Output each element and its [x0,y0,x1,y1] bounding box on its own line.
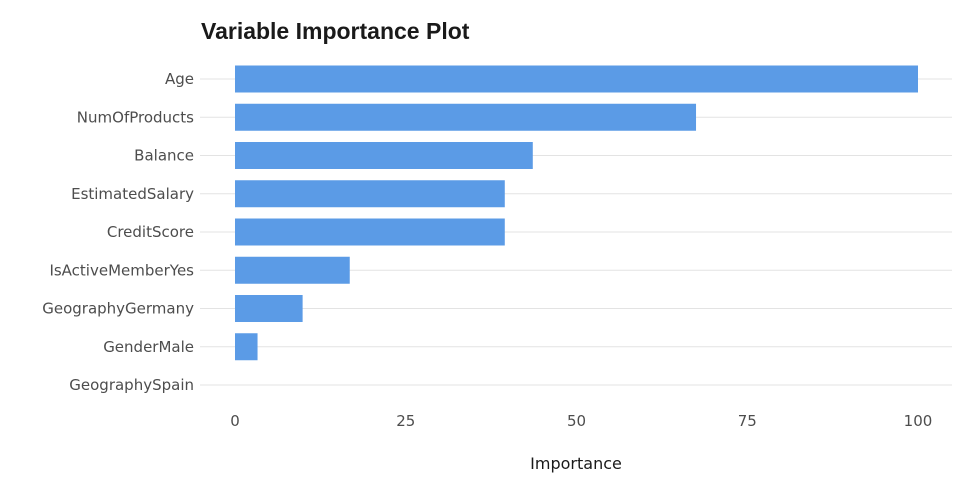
x-tick-label-75: 75 [738,412,757,430]
chart-title: Variable Importance Plot [201,18,470,44]
x-tick-label-25: 25 [396,412,415,430]
x-axis-tick-labels: 0 25 50 75 100 [230,412,932,430]
y-axis-tick-labels: Age NumOfProducts Balance EstimatedSalary Cr… [42,70,194,394]
bar-isactivememberyes [235,256,350,284]
x-tick-label-100: 100 [904,412,933,430]
x-axis-title: Importance [530,454,622,473]
bars [235,65,918,361]
y-tick-label-age: Age [165,70,194,88]
bar-estimatedsalary [235,180,505,208]
bar-geographygermany [235,295,303,322]
bar-numofproducts [235,103,697,131]
bar-age [235,65,918,93]
bar-balance [235,142,533,169]
y-tick-label-creditscore: CreditScore [107,223,194,241]
bar-creditscore [235,218,505,246]
y-tick-label-numofproducts: NumOfProducts [77,108,194,126]
y-tick-label-isactivememberyes: IsActiveMemberYes [49,261,194,279]
x-tick-label-0: 0 [230,412,240,430]
y-tick-label-gendermale: GenderMale [103,338,194,356]
bar-gendermale [235,333,258,361]
x-tick-label-50: 50 [567,412,586,430]
y-tick-label-balance: Balance [134,147,194,165]
y-tick-label-geographyspain: GeographySpain [69,376,194,394]
y-tick-label-geographygermany: GeographyGermany [42,300,194,318]
y-tick-label-estimatedsalary: EstimatedSalary [71,185,194,203]
